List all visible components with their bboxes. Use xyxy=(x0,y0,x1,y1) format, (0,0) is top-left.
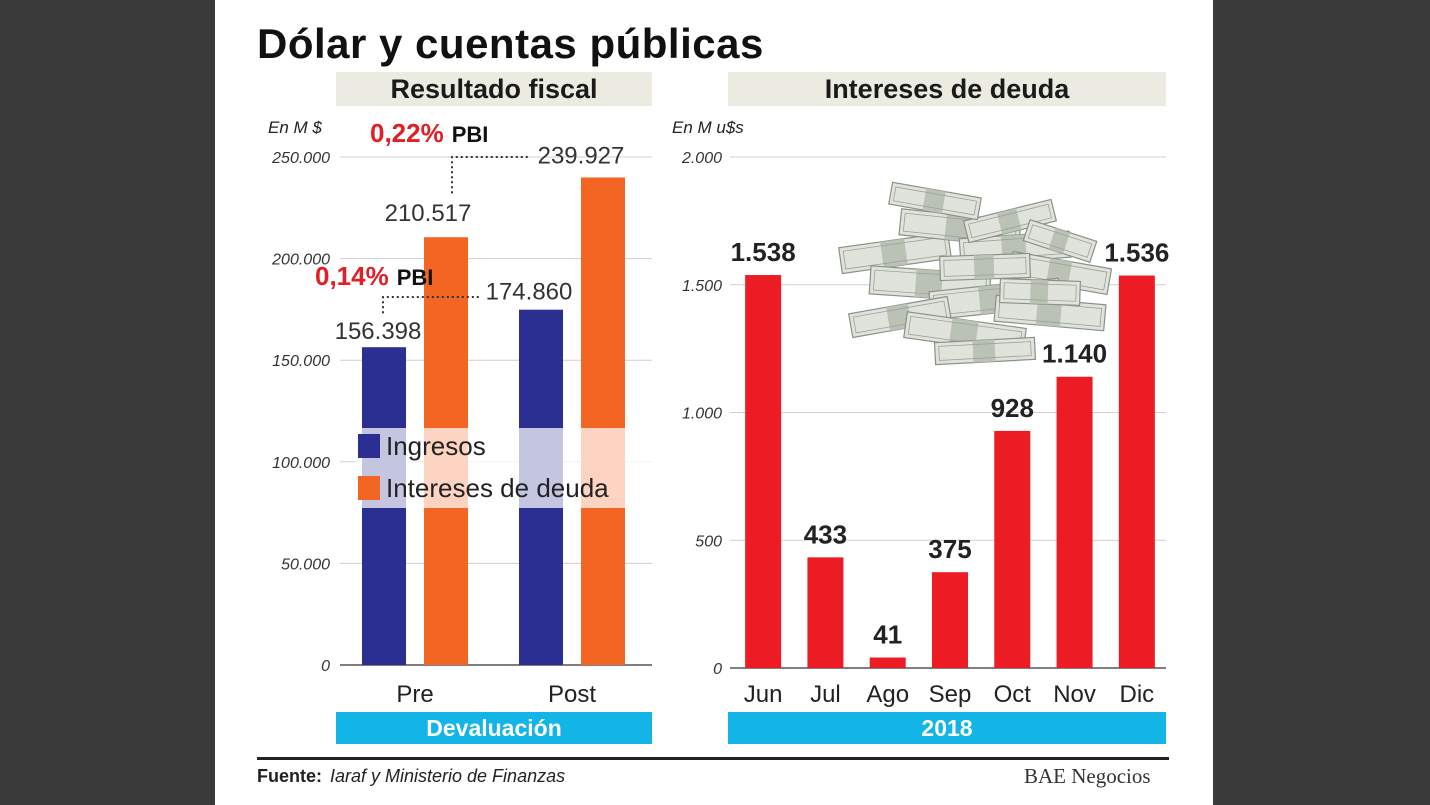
bar-month xyxy=(1118,275,1155,668)
bar-month xyxy=(807,557,844,668)
y-tick-label: 1.000 xyxy=(682,406,722,423)
legend-label: Ingresos xyxy=(386,431,486,461)
bar-intereses xyxy=(581,177,625,666)
annotation-leader xyxy=(382,296,480,314)
y-tick-label: 1.500 xyxy=(682,278,722,295)
x-tick-label: Dic xyxy=(1120,681,1155,708)
x-tick-label: Jun xyxy=(744,681,783,708)
annotation-leader xyxy=(451,156,530,194)
bill-stack-icon xyxy=(838,231,952,275)
right-panel-title: Intereses de deuda xyxy=(728,72,1166,106)
value-label: 1.536 xyxy=(1104,238,1169,268)
value-label: 239.927 xyxy=(538,142,625,169)
x-tick-label: Pre xyxy=(396,681,433,708)
value-label: 928 xyxy=(991,393,1034,423)
value-label: 174.860 xyxy=(486,279,573,306)
page-title: Dólar y cuentas públicas xyxy=(257,20,764,67)
y-tick-label: 250.000 xyxy=(271,150,330,167)
source-label: Fuente: xyxy=(257,766,322,786)
y-tick-label: 2.000 xyxy=(681,150,722,167)
money-pile-illustration xyxy=(838,181,1113,366)
x-tick-label: Jul xyxy=(810,681,841,708)
devaluation-group-bar: Devaluación xyxy=(336,712,652,744)
bill-stack-icon xyxy=(998,277,1082,307)
bill-stack-icon xyxy=(1022,218,1098,264)
bill-stack-icon xyxy=(962,198,1058,244)
value-label: 156.398 xyxy=(335,318,422,345)
brand-logo: BAE Negocios xyxy=(1024,764,1151,788)
value-label: 1.538 xyxy=(731,237,796,267)
footer-divider xyxy=(257,757,1169,760)
value-label: 1.140 xyxy=(1042,339,1107,369)
y-tick-label: 100.000 xyxy=(272,455,330,472)
bar-month xyxy=(932,572,968,668)
y-tick-label: 150.000 xyxy=(272,353,330,370)
value-label: 433 xyxy=(804,519,847,549)
x-tick-label: Oct xyxy=(994,681,1032,708)
y-tick-label: 500 xyxy=(695,533,722,550)
legend-label: Intereses de deuda xyxy=(386,473,609,503)
bill-stack-icon xyxy=(933,336,1037,366)
legend-swatch xyxy=(358,476,380,500)
x-tick-label: Post xyxy=(548,681,596,708)
source-line: Fuente: Iaraf y Ministerio de Finanzas xyxy=(257,766,565,787)
pbi-annotation: 0,22% PBI xyxy=(370,118,488,148)
x-tick-label: Sep xyxy=(929,681,972,708)
year-group-bar: 2018 xyxy=(728,712,1166,744)
value-label: 41 xyxy=(873,620,902,650)
y-tick-label: 50.000 xyxy=(281,556,330,573)
source-text: Iaraf y Ministerio de Finanzas xyxy=(330,766,566,786)
bar-month xyxy=(994,430,1031,668)
left-panel-title: Resultado fiscal xyxy=(336,72,652,106)
bar-month xyxy=(869,657,906,668)
right-unit-label: En M u$s xyxy=(672,118,744,137)
y-tick-label: 0 xyxy=(321,658,330,675)
left-unit-label: En M $ xyxy=(268,118,322,137)
x-tick-label: Ago xyxy=(866,681,909,708)
y-tick-label: 200.000 xyxy=(271,252,330,269)
bar-month xyxy=(745,275,782,668)
y-tick-label: 0 xyxy=(713,661,722,678)
value-label: 210.517 xyxy=(385,200,472,227)
bill-stack-icon xyxy=(888,181,982,221)
legend-backdrop xyxy=(355,428,655,508)
pbi-annotation: 0,14% PBI xyxy=(315,261,433,291)
x-tick-label: Nov xyxy=(1053,681,1096,708)
bill-stack-icon xyxy=(938,252,1032,282)
bar-month xyxy=(1056,376,1093,668)
legend-swatch xyxy=(358,434,380,458)
value-label: 375 xyxy=(928,534,971,564)
